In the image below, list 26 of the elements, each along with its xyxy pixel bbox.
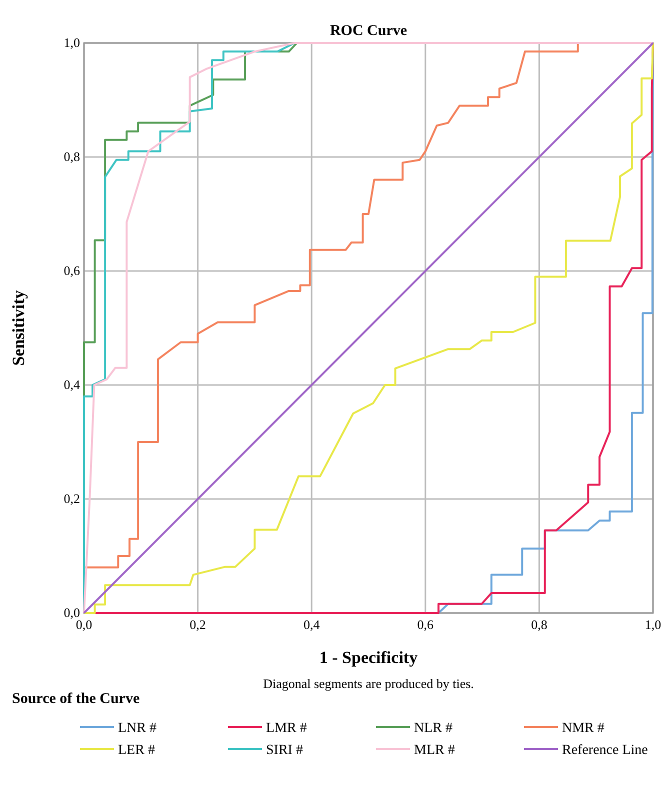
x-tick-label: 0,4 bbox=[303, 617, 320, 632]
legend-label: LER # bbox=[118, 743, 155, 758]
line-series bbox=[83, 42, 654, 614]
legend-label: MLR # bbox=[414, 743, 455, 758]
legend-title: Source of the Curve bbox=[12, 691, 140, 707]
legend-label: NMR # bbox=[562, 721, 604, 736]
text: Diagonal segments are produced by ties. bbox=[263, 676, 474, 691]
y-tick-label: 0,2 bbox=[64, 491, 80, 506]
x-axis-title: 1 - Specificity bbox=[319, 648, 418, 667]
chart-title: ROC Curve bbox=[330, 23, 408, 39]
legend-label: Reference Line bbox=[562, 743, 648, 758]
y-tick-label: 0,6 bbox=[64, 263, 80, 278]
legend-label: NLR # bbox=[414, 721, 452, 736]
legend-label: LNR # bbox=[118, 721, 156, 736]
y-axis-title: Sensitivity bbox=[9, 290, 28, 366]
x-tick-label: 0,6 bbox=[417, 617, 434, 632]
y-tick-label: 0,0 bbox=[64, 605, 80, 620]
y-tick-label: 0,4 bbox=[64, 377, 80, 392]
y-tick-label: 0,8 bbox=[64, 149, 80, 164]
x-tick-label: 1,0 bbox=[644, 617, 662, 632]
x-tick-label: 0,2 bbox=[190, 617, 206, 632]
legend-label: LMR # bbox=[266, 721, 307, 736]
x-tick-label: 0,0 bbox=[76, 617, 92, 632]
legend-label: SIRI # bbox=[266, 743, 303, 758]
x-tick-label: 0,8 bbox=[531, 617, 548, 632]
y-tick-label: 1,0 bbox=[64, 35, 80, 50]
